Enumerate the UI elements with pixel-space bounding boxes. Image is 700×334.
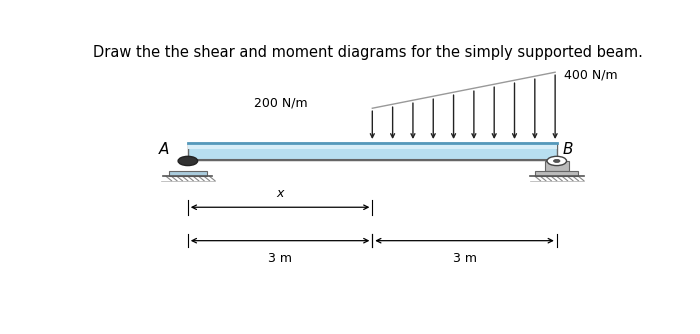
Bar xyxy=(535,171,578,176)
Text: 200 N/m: 200 N/m xyxy=(253,97,307,110)
Text: x: x xyxy=(276,186,284,199)
Bar xyxy=(545,161,568,171)
Circle shape xyxy=(547,156,566,166)
Text: A: A xyxy=(158,142,169,157)
Circle shape xyxy=(554,159,560,163)
Bar xyxy=(188,143,556,160)
Bar xyxy=(188,143,556,149)
Text: B: B xyxy=(562,142,573,157)
Bar xyxy=(169,171,207,176)
Text: 3 m: 3 m xyxy=(268,252,292,265)
Circle shape xyxy=(178,156,197,166)
Text: 3 m: 3 m xyxy=(452,252,477,265)
Text: 400 N/m: 400 N/m xyxy=(564,68,617,81)
Text: Draw the the shear and moment diagrams for the simply supported beam.: Draw the the shear and moment diagrams f… xyxy=(93,45,643,60)
